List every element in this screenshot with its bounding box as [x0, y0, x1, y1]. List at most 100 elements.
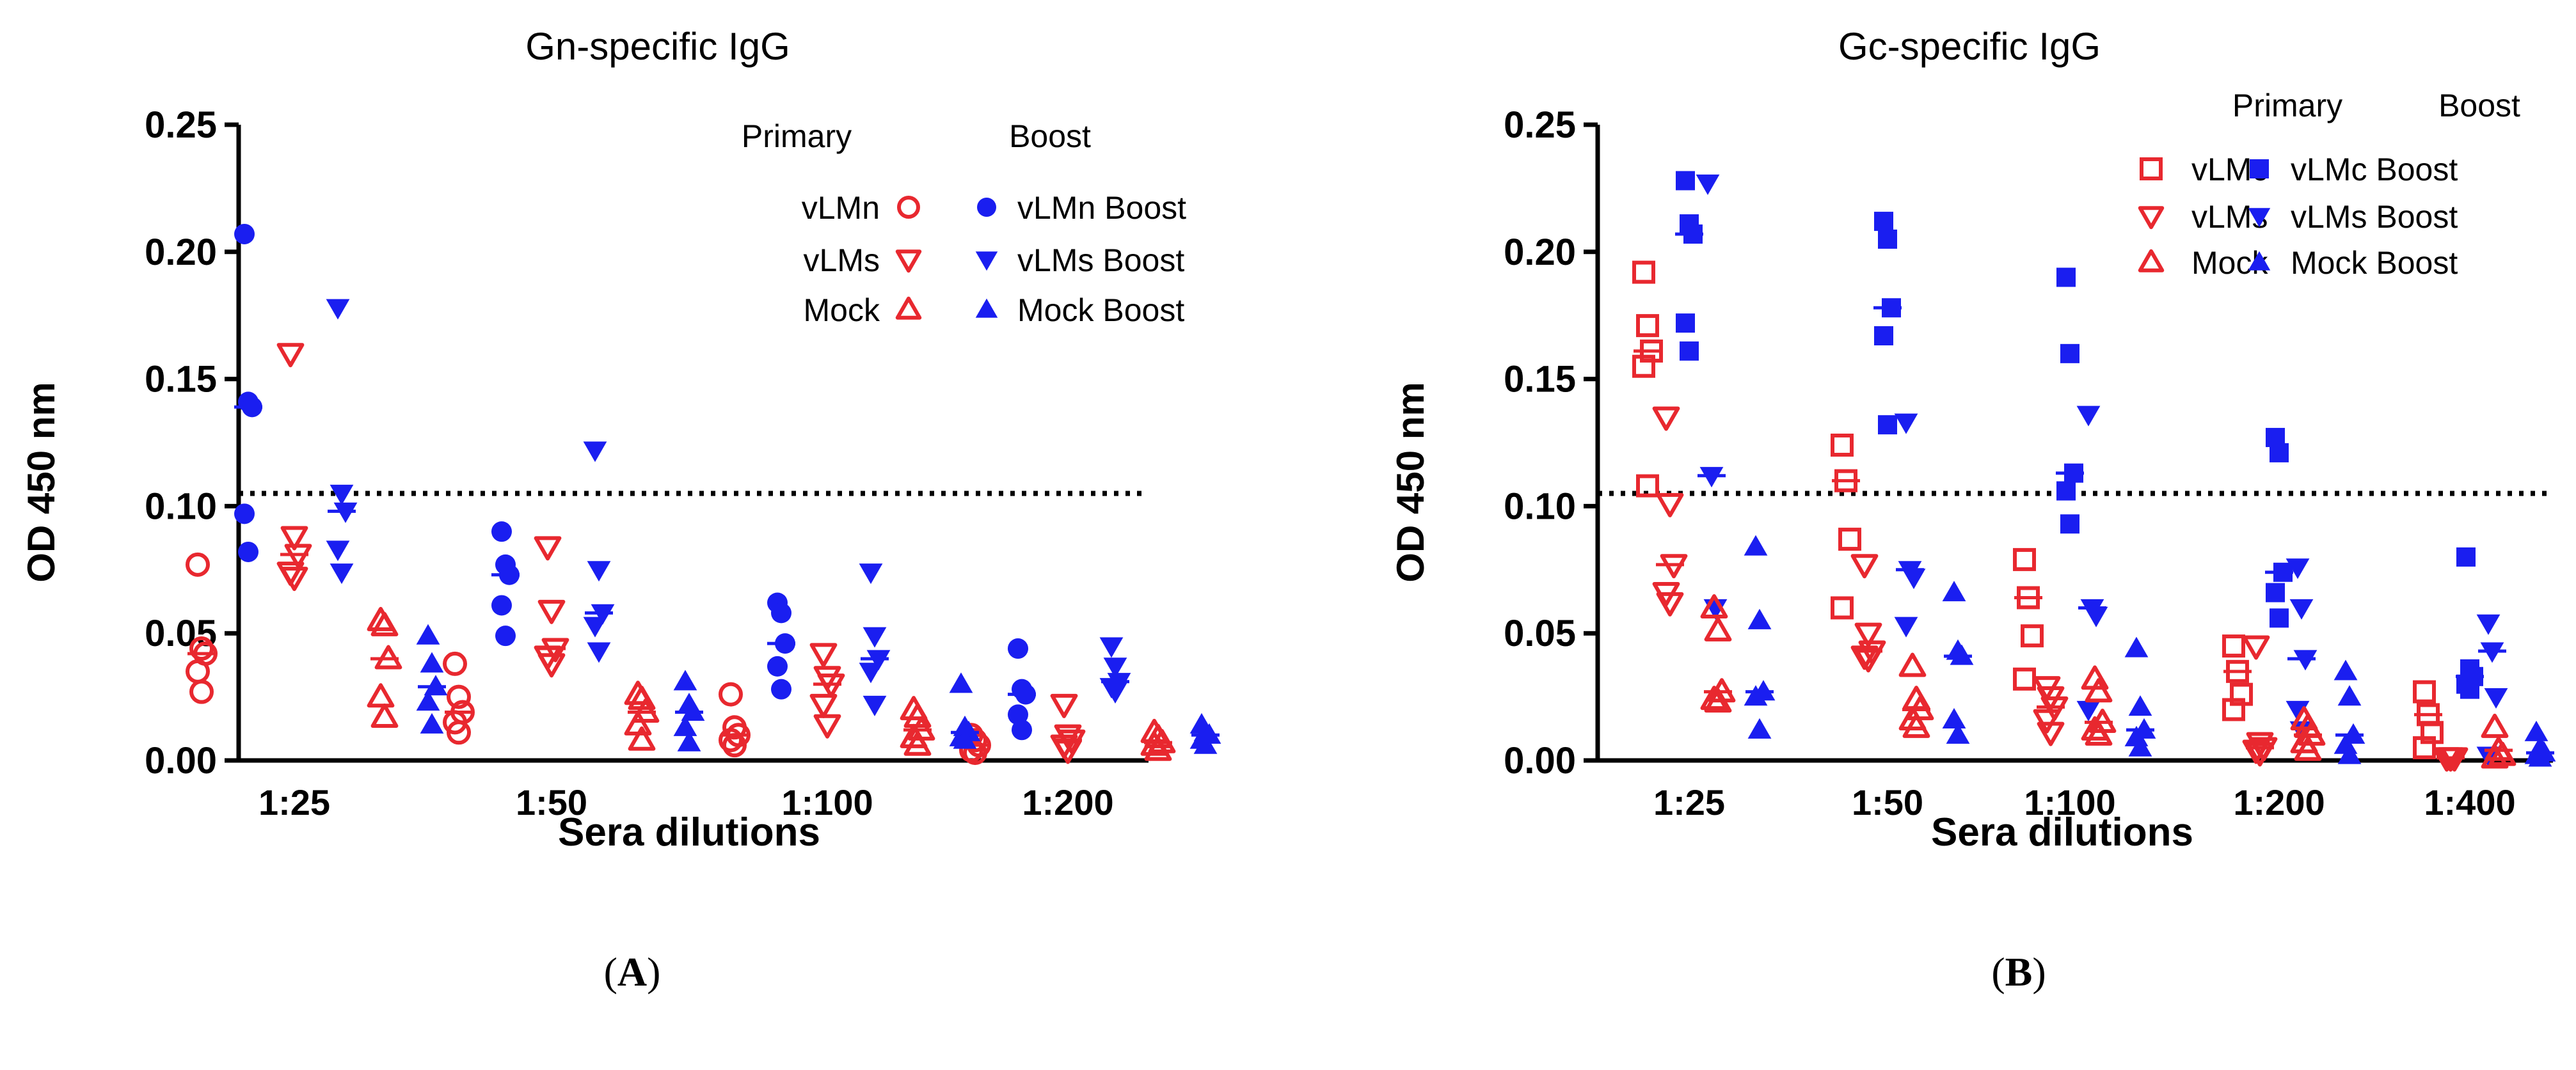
data-point	[2484, 688, 2508, 709]
data-point	[2033, 709, 2061, 734]
chart-panel-a: Gn-specific IgG 0.00 0.05 0.10 0.15 0.20 0.25…	[20, 25, 1221, 995]
data-point	[1744, 535, 1768, 556]
data-point	[537, 653, 566, 678]
data-point	[2246, 742, 2274, 767]
data-point	[491, 595, 512, 616]
data-point	[1656, 492, 1684, 517]
legend-marker	[897, 196, 920, 219]
data-point	[330, 484, 354, 505]
y-tick-label: 0.25	[145, 104, 217, 146]
data-point	[587, 561, 611, 582]
data-point	[2266, 583, 2285, 602]
data-point	[420, 652, 444, 673]
data-point	[673, 670, 697, 691]
data-point	[186, 659, 210, 684]
data-point	[1144, 736, 1172, 761]
data-point	[1874, 212, 1893, 232]
legend-marker	[2138, 206, 2165, 230]
data-point	[953, 728, 977, 749]
data-point	[2294, 736, 2322, 761]
data-point	[2413, 680, 2436, 704]
data-point	[2060, 514, 2079, 534]
data-point	[1747, 608, 1772, 629]
y-tick-label: 0.00	[145, 740, 217, 782]
data-point	[276, 343, 305, 368]
data-point	[2270, 608, 2289, 628]
y-tick-label: 0.05	[145, 613, 217, 654]
chart-title: Gc-specific IgG	[1838, 25, 2101, 68]
data-point	[2337, 743, 2362, 764]
data-point	[719, 728, 743, 753]
x-tick-label: 1:400	[2424, 782, 2515, 822]
data-point	[2242, 739, 2270, 764]
data-point	[326, 540, 350, 562]
data-point	[2270, 443, 2289, 462]
data-point	[1898, 652, 1927, 677]
data-point	[2286, 700, 2310, 721]
data-point	[1744, 685, 1768, 706]
data-point	[587, 642, 611, 663]
data-point	[189, 636, 214, 661]
data-point	[2085, 678, 2113, 703]
x-tick-label: 1:200	[1022, 782, 1113, 822]
legend-marker	[895, 249, 922, 273]
data-point	[2037, 721, 2065, 746]
data-point	[1656, 592, 1684, 617]
data-point	[809, 643, 838, 668]
data-point	[1676, 171, 1695, 191]
data-point	[443, 651, 467, 676]
data-point	[2524, 720, 2548, 741]
y-tick-label: 0.20	[1504, 232, 1576, 273]
data-point	[583, 617, 607, 638]
data-point	[1831, 596, 1854, 620]
x-axis-label: Sera dilutions	[1931, 810, 2193, 854]
data-point	[2084, 606, 2108, 627]
x-tick-label: 1:100	[2024, 782, 2115, 822]
data-point	[2481, 713, 2509, 738]
data-point	[809, 693, 838, 718]
y-tick-label: 0.15	[1504, 359, 1576, 400]
data-point	[2222, 698, 2245, 721]
chart-marks	[186, 223, 1221, 766]
data-point	[963, 741, 987, 766]
data-point	[280, 526, 308, 551]
legend-marker	[975, 298, 998, 318]
legend-label: vLMs Boost	[2291, 199, 2458, 235]
data-point	[491, 521, 512, 542]
y-tick-label: 0.05	[1504, 613, 1576, 654]
data-point	[1700, 594, 1728, 619]
data-point	[2060, 343, 2079, 363]
data-point	[673, 715, 697, 736]
data-point	[186, 552, 210, 577]
data-point	[447, 684, 471, 709]
chart-legend: Primary Boost vLMn vLMn Boost vLMs vLMs Boost…	[742, 118, 1186, 328]
x-tick-label: 1:50	[516, 782, 587, 822]
y-tick-label: 0.00	[1504, 740, 1576, 782]
data-point	[367, 683, 395, 708]
data-point	[2056, 481, 2076, 501]
data-point	[2013, 547, 2036, 571]
data-point	[1831, 433, 1854, 457]
data-point	[1636, 474, 1659, 498]
data-point	[280, 567, 308, 592]
chart-marks	[1632, 171, 2556, 772]
chart-panel-b: Gc-specific IgG 0.00 0.05 0.10 0.15 0.20 0.25…	[1389, 25, 2556, 995]
data-point	[859, 563, 883, 585]
data-point	[1902, 713, 1930, 738]
data-point	[534, 536, 562, 561]
data-point	[2076, 405, 2101, 427]
data-point	[677, 730, 701, 751]
data-point	[1632, 260, 1655, 284]
y-axis-label: OD 450 nm	[1389, 382, 1432, 582]
legend-label: vLMs	[804, 242, 880, 278]
legend-marker	[2140, 157, 2163, 180]
data-point	[2481, 744, 2509, 769]
y-tick-label: 0.10	[145, 485, 217, 527]
data-point	[949, 672, 973, 693]
data-point	[1850, 645, 1879, 670]
data-point	[628, 726, 656, 751]
data-point	[370, 704, 399, 728]
data-point	[234, 503, 255, 524]
legend-label: Mock	[804, 292, 880, 328]
